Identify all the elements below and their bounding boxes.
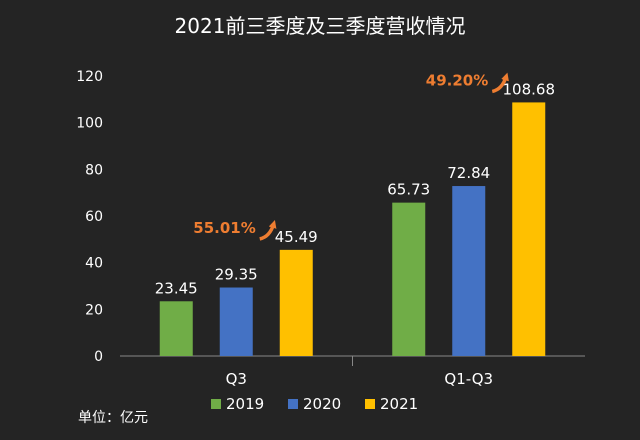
y-tick-label: 100 [76,116,103,132]
data-label: 108.68 [503,80,556,98]
data-label: 72.84 [447,164,490,182]
chart-title: 2021前三季度及三季度营收情况 [175,14,466,38]
legend-label: 2019 [226,395,264,413]
legend: 2019 2020 2021 [211,395,418,413]
y-axis: 0 20 40 60 80 100 120 [76,69,103,365]
category-label: Q3 [226,370,247,388]
legend-label: 2020 [303,395,341,413]
unit-note: 单位：亿元 [78,410,148,426]
bar-2019-Q1-Q3 [392,202,426,356]
legend-label: 2021 [380,395,418,413]
growth-annotations: 55.01% 49.20% [193,71,509,241]
y-tick-label: 120 [76,69,103,85]
y-tick-label: 60 [85,209,103,225]
bar-2021-Q3 [279,249,313,356]
data-label: 65.73 [387,181,430,199]
growth-arrow-icon [259,220,277,241]
legend-swatch [211,399,221,409]
bar-2021-Q1-Q3 [512,102,546,356]
growth-annotation: 49.20% [426,71,488,89]
data-label: 23.45 [155,279,198,297]
bar-2020-Q1-Q3 [452,186,486,356]
y-tick-label: 80 [85,162,103,178]
y-tick-label: 40 [85,256,103,272]
data-label: 45.49 [275,228,318,246]
bar-2020-Q3 [219,287,253,356]
bar-2019-Q3 [159,301,193,356]
data-label: 29.35 [215,266,258,284]
y-tick-label: 0 [94,349,103,365]
y-tick-label: 20 [85,302,103,318]
legend-swatch [365,399,375,409]
value-labels: 23.45 29.35 45.49 65.73 72.84 108.68 [155,80,555,297]
growth-arrow-icon [491,72,509,94]
category-labels: Q3 Q1-Q3 [226,370,494,388]
bars [159,102,546,356]
growth-annotation: 55.01% [193,219,255,237]
legend-swatch [288,399,298,409]
category-label: Q1-Q3 [444,370,493,388]
